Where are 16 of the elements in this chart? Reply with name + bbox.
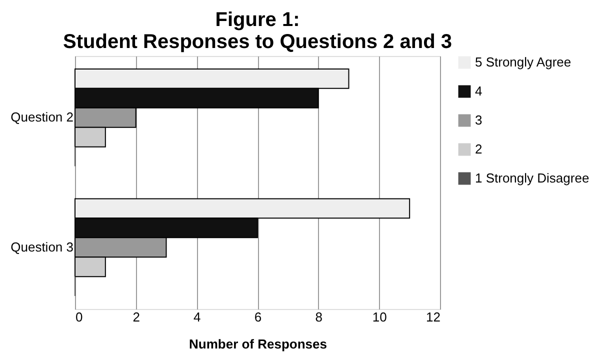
legend-label: 3 <box>475 112 482 128</box>
legend-label: 1 Strongly Disagree <box>475 170 590 186</box>
legend-label: 2 <box>475 142 482 156</box>
x-tick-label: 4 <box>194 310 201 324</box>
x-tick-label: 6 <box>254 310 262 324</box>
legend-label: 4 <box>475 84 482 98</box>
chart-title: Figure 1: Student Responses to Questions 2 and 3 <box>63 9 452 53</box>
y-tick-label: Question 2 <box>10 110 74 125</box>
x-tick-label: 12 <box>426 310 440 324</box>
x-tick-label: 8 <box>315 310 322 324</box>
y-tick-label: Question 3 <box>10 239 74 254</box>
x-tick-label: 2 <box>132 310 140 324</box>
x-axis-title: Number of Responses <box>189 336 327 352</box>
x-tick-label: 0 <box>76 310 83 324</box>
x-tick-label: 10 <box>372 310 387 324</box>
legend-label: 5 Strongly Agree <box>475 54 572 70</box>
